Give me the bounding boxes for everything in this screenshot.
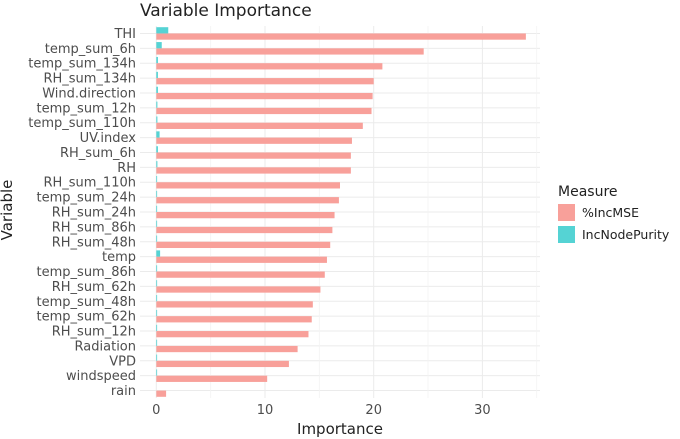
y-tick-label: rain bbox=[111, 384, 136, 399]
bar-incnodepurity bbox=[156, 369, 158, 376]
bar-incnodepurity bbox=[156, 131, 160, 138]
y-tick-label: VPD bbox=[109, 354, 136, 369]
bar-incmse bbox=[156, 197, 339, 204]
bar-incnodepurity bbox=[156, 146, 158, 153]
bar-incmse bbox=[156, 345, 298, 353]
x-tick-label: 30 bbox=[474, 403, 491, 418]
bar-incmse bbox=[156, 316, 312, 323]
y-tick-label: windspeed bbox=[66, 369, 136, 384]
bar-incmse bbox=[156, 48, 424, 55]
y-tick-label: UV.index bbox=[80, 131, 137, 146]
bar-incnodepurity bbox=[156, 339, 158, 346]
bar-incnodepurity bbox=[156, 116, 158, 123]
y-tick-label: temp_sum_12h bbox=[37, 101, 136, 116]
bar-incmse bbox=[156, 375, 268, 382]
bar-incmse bbox=[156, 107, 372, 115]
y-tick-label: RH_sum_86h bbox=[52, 220, 136, 235]
bar-incnodepurity bbox=[156, 295, 158, 302]
y-tick-label: temp bbox=[102, 250, 136, 265]
y-tick-label: temp_sum_86h bbox=[37, 265, 136, 280]
bar-incmse bbox=[156, 33, 526, 40]
bar-incmse bbox=[156, 137, 352, 144]
x-axis-title: Importance bbox=[297, 420, 383, 438]
y-tick-label: temp_sum_134h bbox=[28, 57, 136, 72]
legend: Measure %IncMSE IncNodePurity bbox=[558, 184, 670, 243]
chart-title: Variable Importance bbox=[140, 1, 312, 21]
bar-incnodepurity bbox=[156, 161, 158, 168]
bar-incmse bbox=[156, 122, 363, 129]
bar-incnodepurity bbox=[156, 250, 161, 257]
x-tick-label: 20 bbox=[365, 403, 382, 418]
bar-incmse bbox=[156, 360, 289, 368]
y-tick-label: RH_sum_24h bbox=[52, 206, 136, 221]
y-tick-label: RH_sum_12h bbox=[52, 325, 136, 340]
legend-title: Measure bbox=[558, 184, 618, 200]
x-tick-label: 0 bbox=[152, 403, 160, 418]
bar-incnodepurity bbox=[156, 265, 158, 272]
y-tick-label: RH bbox=[117, 161, 136, 176]
bar-incnodepurity bbox=[156, 235, 158, 242]
legend-key bbox=[558, 204, 575, 221]
bar-incnodepurity bbox=[156, 101, 158, 108]
bar-incmse bbox=[156, 92, 373, 100]
bar-incmse bbox=[156, 212, 335, 219]
bar-incnodepurity bbox=[156, 56, 158, 64]
bar-incmse bbox=[156, 226, 333, 234]
bar-incnodepurity bbox=[156, 175, 158, 183]
y-tick-label: RH_sum_134h bbox=[43, 72, 136, 87]
y-tick-label: RH_sum_48h bbox=[52, 235, 136, 250]
bar-incnodepurity bbox=[156, 309, 158, 317]
bar-incnodepurity bbox=[156, 205, 158, 212]
legend-label: %IncMSE bbox=[582, 205, 639, 220]
bar-incnodepurity bbox=[156, 280, 158, 287]
y-tick-label: Radiation bbox=[75, 339, 136, 354]
legend-key bbox=[558, 226, 575, 243]
bar-incnodepurity bbox=[156, 42, 162, 49]
bar-incmse bbox=[156, 63, 383, 70]
y-tick-label: RH_sum_6h bbox=[60, 146, 136, 161]
bar-incnodepurity bbox=[156, 354, 158, 361]
y-tick-label: Wind.direction bbox=[42, 86, 136, 101]
y-tick-label: temp_sum_62h bbox=[37, 310, 136, 325]
bar-incnodepurity bbox=[156, 324, 158, 332]
bar-incmse bbox=[156, 241, 331, 249]
bar-incmse bbox=[156, 256, 327, 263]
bar-incnodepurity bbox=[156, 86, 158, 93]
bar-incmse bbox=[156, 167, 351, 174]
y-tick-label: RH_sum_62h bbox=[52, 280, 136, 295]
bar-incmse bbox=[156, 331, 309, 338]
bar-incmse bbox=[156, 301, 313, 308]
bar-incnodepurity bbox=[156, 190, 158, 198]
y-tick-label: temp_sum_24h bbox=[37, 191, 136, 206]
y-tick-label: temp_sum_48h bbox=[37, 295, 136, 310]
bar-incnodepurity bbox=[156, 27, 169, 34]
y-tick-label: temp_sum_110h bbox=[28, 116, 136, 131]
y-axis-title: Variable bbox=[0, 180, 16, 241]
bar-incmse bbox=[156, 152, 351, 159]
x-tick-label: 10 bbox=[257, 403, 274, 418]
bar-incmse bbox=[156, 271, 325, 278]
bar-incmse bbox=[156, 78, 374, 85]
y-tick-label: temp_sum_6h bbox=[45, 42, 136, 57]
plot-area: THItemp_sum_6htemp_sum_134hRH_sum_134hWi… bbox=[28, 26, 540, 418]
legend-label: IncNodePurity bbox=[582, 227, 670, 242]
bar-incmse bbox=[156, 390, 167, 397]
y-tick-label: THI bbox=[113, 27, 136, 42]
bar-incmse bbox=[156, 182, 340, 189]
y-tick-label: RH_sum_110h bbox=[43, 176, 136, 191]
bar-incnodepurity bbox=[156, 220, 158, 227]
bar-incnodepurity bbox=[156, 71, 158, 79]
bar-incmse bbox=[156, 286, 321, 293]
